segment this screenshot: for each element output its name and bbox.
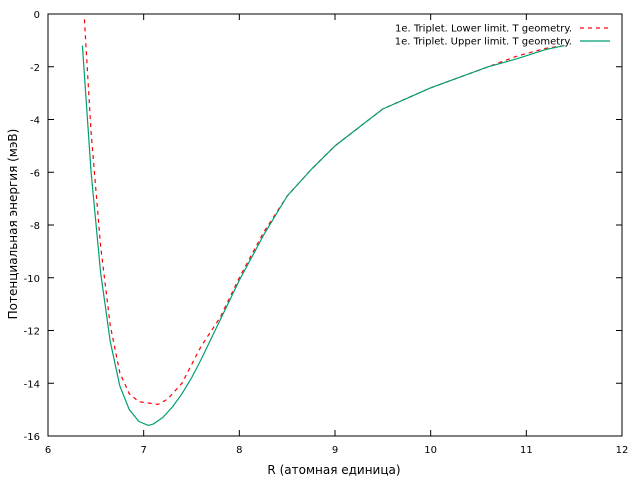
y-tick-label: -6 bbox=[30, 168, 40, 179]
plot-border bbox=[47, 13, 623, 437]
x-tick-label: 8 bbox=[236, 445, 242, 456]
y-tick-label: -12 bbox=[24, 327, 40, 338]
x-tick-label: 7 bbox=[140, 445, 146, 456]
y-tick-label: 0 bbox=[34, 10, 40, 21]
y-tick-label: -14 bbox=[24, 379, 40, 390]
x-tick-label: 9 bbox=[332, 445, 338, 456]
legend-label-2: 1e. Triplet. Upper limit. T geometry. bbox=[395, 37, 572, 48]
series-line-2 bbox=[81, 45, 565, 426]
y-tick-label: -16 bbox=[24, 432, 40, 443]
y-axis-title: Потенциальная энергия (мэВ) bbox=[6, 129, 20, 320]
x-tick-label: 12 bbox=[616, 445, 629, 456]
legend-label-1: 1e. Triplet. Lower limit. T geometry. bbox=[395, 24, 572, 35]
x-tick-label: 10 bbox=[424, 445, 437, 456]
x-tick-label: 6 bbox=[45, 445, 51, 456]
x-tick-label: 11 bbox=[520, 445, 533, 456]
x-axis-title: R (атомная единица) bbox=[267, 463, 400, 477]
series-line-1 bbox=[83, 19, 565, 405]
y-tick-label: -10 bbox=[24, 274, 40, 285]
y-tick-label: -2 bbox=[30, 63, 40, 74]
y-tick-label: -4 bbox=[30, 116, 40, 127]
y-tick-label: -8 bbox=[30, 221, 40, 232]
